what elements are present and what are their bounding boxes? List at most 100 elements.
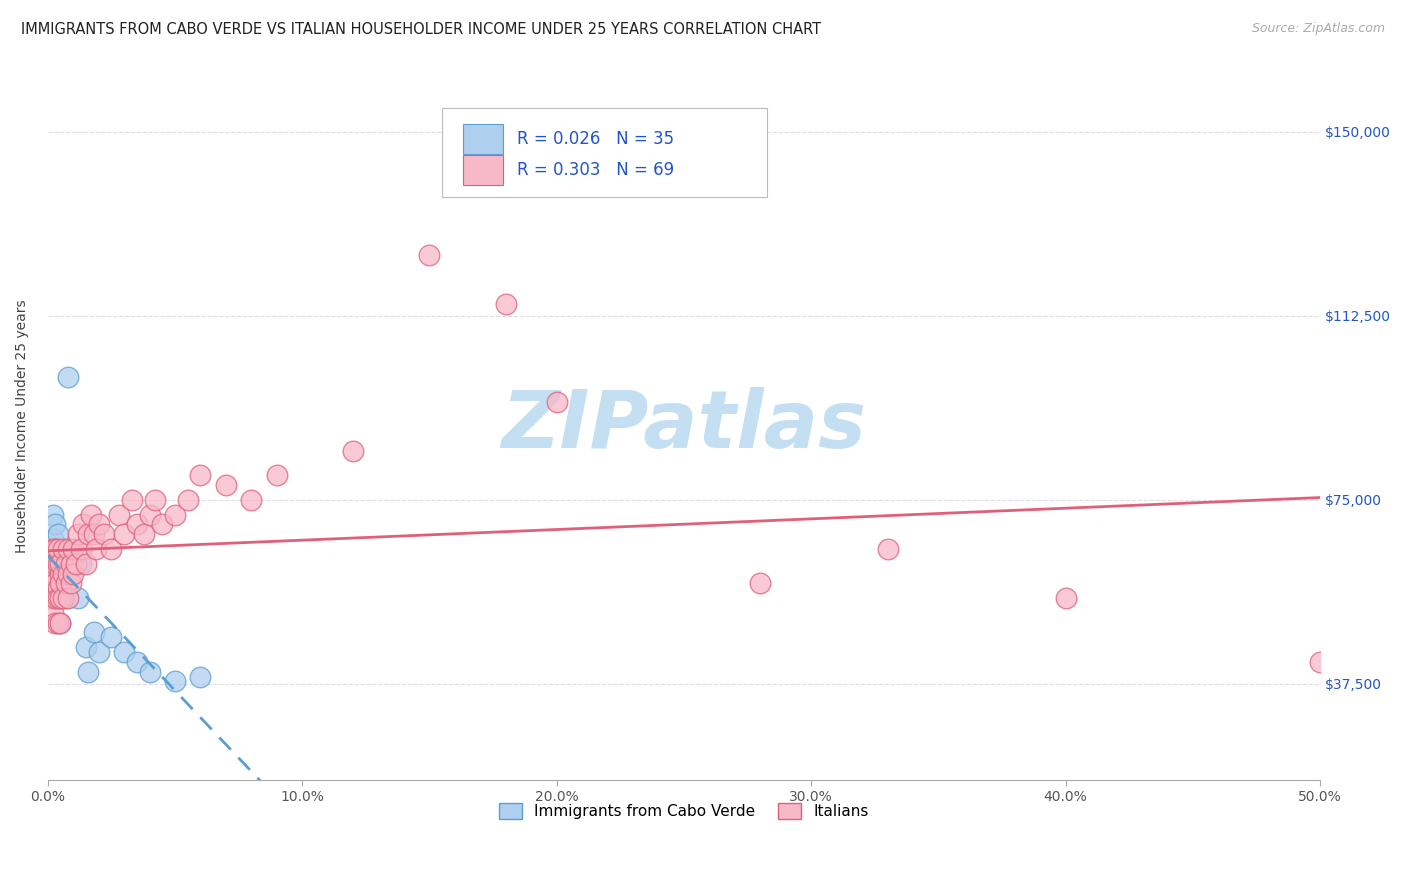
Legend: Immigrants from Cabo Verde, Italians: Immigrants from Cabo Verde, Italians xyxy=(494,797,875,825)
FancyBboxPatch shape xyxy=(443,108,766,196)
Point xyxy=(44,566,66,581)
Point xyxy=(42,606,65,620)
Point xyxy=(77,665,100,679)
Point xyxy=(56,541,79,556)
Point xyxy=(39,576,62,591)
Point xyxy=(42,508,65,522)
Point xyxy=(56,370,79,384)
Point xyxy=(46,541,69,556)
Point xyxy=(44,541,66,556)
Point xyxy=(177,492,200,507)
Point xyxy=(52,591,75,605)
Point xyxy=(65,557,87,571)
Point xyxy=(69,557,91,571)
Point xyxy=(67,527,90,541)
Point xyxy=(87,645,110,659)
Point xyxy=(44,591,66,605)
Point xyxy=(100,630,122,644)
Point xyxy=(49,557,72,571)
Point xyxy=(44,517,66,532)
Point xyxy=(93,527,115,541)
Point xyxy=(44,591,66,605)
Point xyxy=(46,591,69,605)
Point xyxy=(62,551,84,566)
Point xyxy=(342,443,364,458)
Point xyxy=(52,566,75,581)
Point xyxy=(62,566,84,581)
FancyBboxPatch shape xyxy=(463,155,503,185)
Point xyxy=(46,581,69,595)
Point xyxy=(1054,591,1077,605)
Point xyxy=(42,591,65,605)
Point xyxy=(42,576,65,591)
Point xyxy=(39,566,62,581)
Point xyxy=(52,566,75,581)
Point xyxy=(749,576,772,591)
Point xyxy=(44,576,66,591)
Point xyxy=(55,557,77,571)
Point xyxy=(125,517,148,532)
Point xyxy=(266,468,288,483)
Point xyxy=(59,576,82,591)
Point xyxy=(49,591,72,605)
Point xyxy=(75,640,97,654)
Point xyxy=(418,247,440,261)
Point xyxy=(55,591,77,605)
Point xyxy=(52,541,75,556)
Text: Source: ZipAtlas.com: Source: ZipAtlas.com xyxy=(1251,22,1385,36)
Point xyxy=(67,591,90,605)
Point xyxy=(72,517,94,532)
Point xyxy=(46,576,69,591)
Point xyxy=(49,615,72,630)
Point xyxy=(138,508,160,522)
Point xyxy=(1309,655,1331,669)
Point xyxy=(39,557,62,571)
Point xyxy=(44,557,66,571)
Point xyxy=(46,557,69,571)
Point xyxy=(69,541,91,556)
Point xyxy=(75,557,97,571)
Point xyxy=(59,541,82,556)
Point xyxy=(150,517,173,532)
Point xyxy=(134,527,156,541)
Point xyxy=(49,576,72,591)
Point xyxy=(46,527,69,541)
Point xyxy=(42,566,65,581)
Point xyxy=(876,541,898,556)
Point xyxy=(546,394,568,409)
Point xyxy=(46,615,69,630)
Text: R = 0.026   N = 35: R = 0.026 N = 35 xyxy=(517,129,675,148)
FancyBboxPatch shape xyxy=(463,124,503,153)
Text: ZIPatlas: ZIPatlas xyxy=(502,387,866,466)
Point xyxy=(49,566,72,581)
Point xyxy=(44,615,66,630)
Point xyxy=(42,557,65,571)
Point xyxy=(56,591,79,605)
Point xyxy=(62,541,84,556)
Point xyxy=(100,541,122,556)
Point xyxy=(121,492,143,507)
Point xyxy=(190,669,212,683)
Point xyxy=(46,551,69,566)
Point xyxy=(83,625,105,640)
Point xyxy=(80,508,103,522)
Point xyxy=(49,581,72,595)
Point xyxy=(49,615,72,630)
Y-axis label: Householder Income Under 25 years: Householder Income Under 25 years xyxy=(15,300,30,553)
Point xyxy=(495,296,517,310)
Text: IMMIGRANTS FROM CABO VERDE VS ITALIAN HOUSEHOLDER INCOME UNDER 25 YEARS CORRELAT: IMMIGRANTS FROM CABO VERDE VS ITALIAN HO… xyxy=(21,22,821,37)
Point xyxy=(49,557,72,571)
Point xyxy=(125,655,148,669)
Point xyxy=(42,541,65,556)
Point xyxy=(87,517,110,532)
Text: R = 0.303   N = 69: R = 0.303 N = 69 xyxy=(517,161,675,178)
Point xyxy=(190,468,212,483)
Point xyxy=(215,478,238,492)
Point xyxy=(108,508,131,522)
Point xyxy=(44,541,66,556)
Point xyxy=(44,547,66,561)
Point xyxy=(163,674,186,689)
Point xyxy=(163,508,186,522)
Point xyxy=(39,591,62,605)
Point xyxy=(138,665,160,679)
